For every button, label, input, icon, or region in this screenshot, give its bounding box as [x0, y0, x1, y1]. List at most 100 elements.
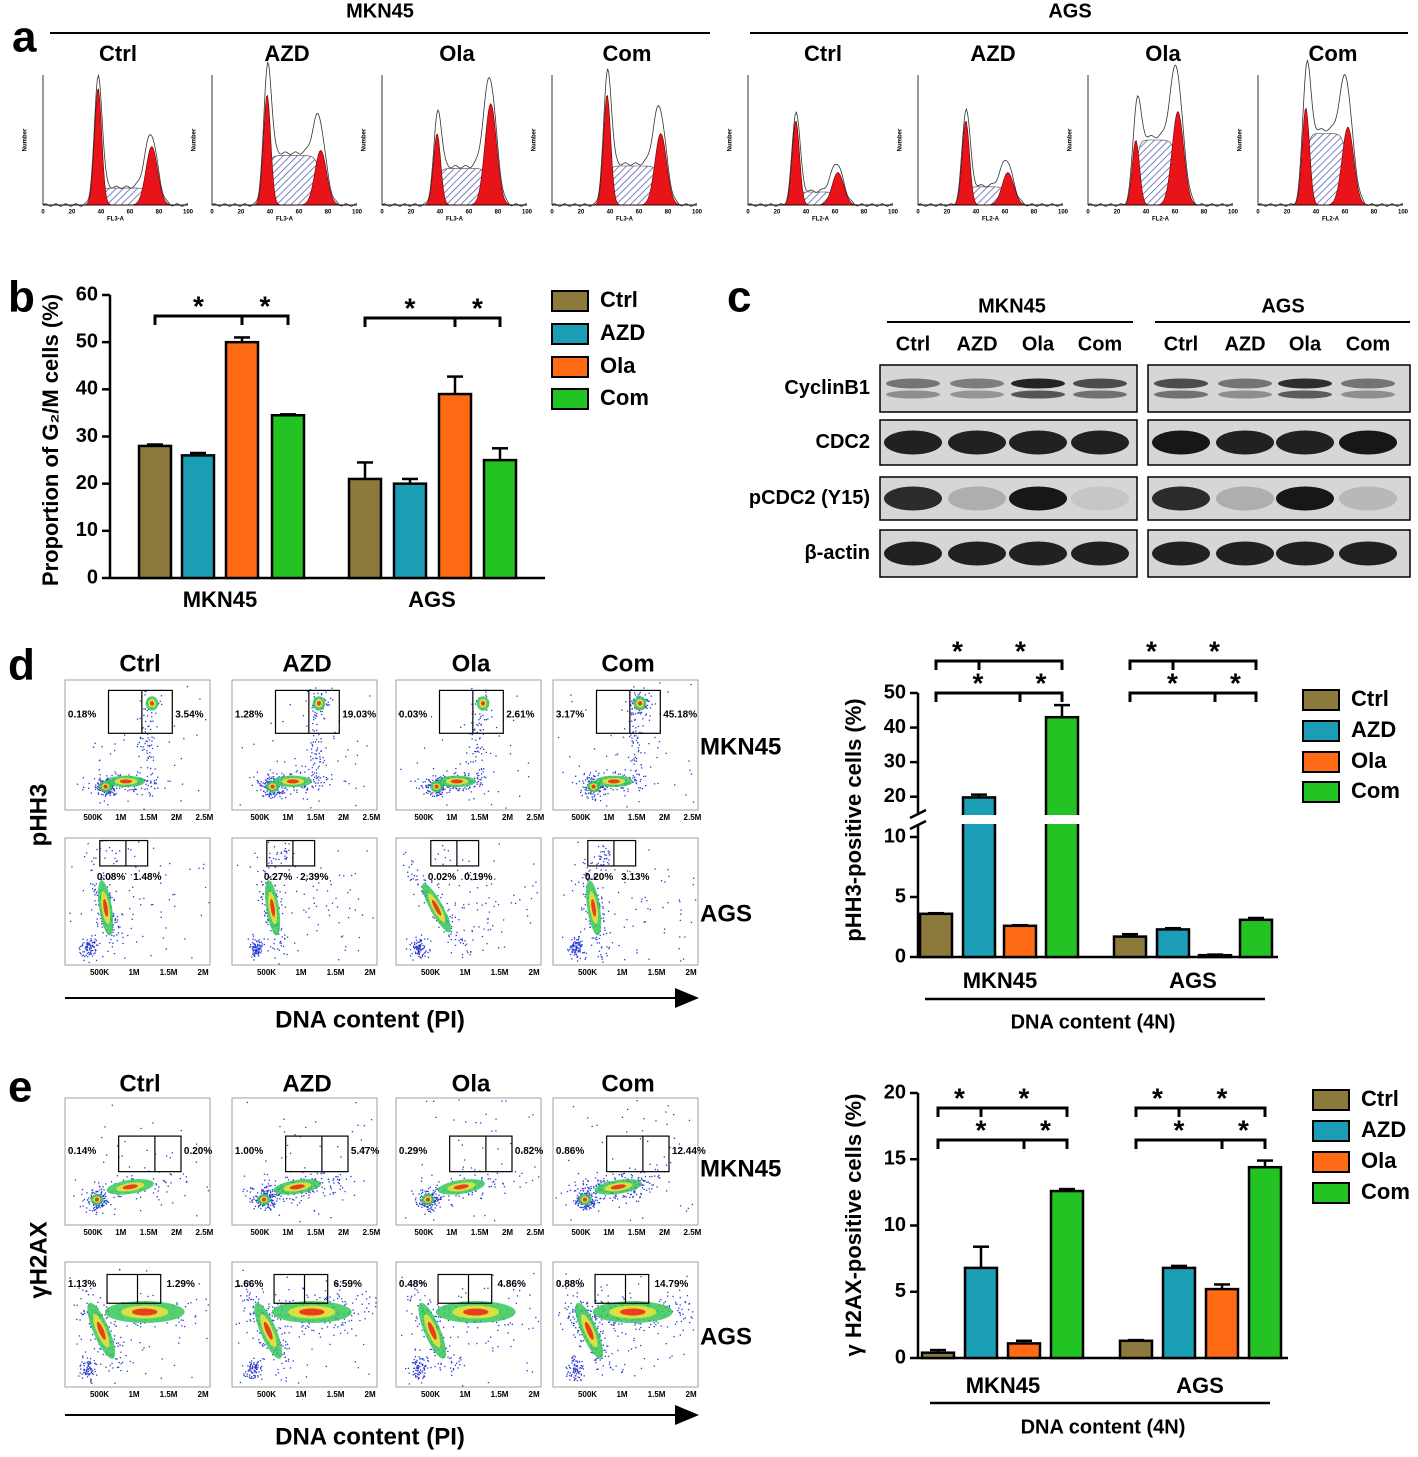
cell-dot: [435, 779, 437, 781]
histogram-tick-label: 40: [437, 210, 444, 216]
cell-dot: [263, 790, 265, 792]
cell-dot: [580, 789, 582, 792]
cell-dot: [465, 788, 468, 790]
cell-dot: [679, 919, 681, 921]
cell-dot: [631, 707, 633, 710]
cell-dot: [631, 714, 633, 716]
cell-dot: [419, 956, 422, 958]
cell-dot: [595, 770, 597, 772]
cell-dot: [184, 938, 186, 940]
cell-dot: [578, 765, 580, 767]
histogram-x-label: FL2-A: [982, 217, 1000, 223]
cell-dot: [164, 787, 166, 789]
cell-dot: [592, 1199, 594, 1201]
cell-dot: [276, 793, 278, 796]
cell-dot: [95, 944, 98, 946]
cell-dot: [584, 858, 586, 861]
cell-dot: [451, 1180, 453, 1182]
cell-dot: [481, 1176, 483, 1179]
cell-dot: [317, 789, 319, 791]
cell-dot: [471, 1191, 473, 1194]
cell-dot: [585, 1205, 587, 1207]
cell-dot: [154, 782, 156, 784]
cell-dot: [422, 948, 424, 950]
cell-dot: [432, 1194, 434, 1196]
cell-dot: [476, 700, 478, 702]
cell-dot: [660, 880, 663, 882]
cell-dot: [140, 766, 142, 769]
histogram-y-label: Number: [1238, 128, 1244, 151]
cell-dot: [618, 1174, 620, 1176]
cell-dot: [102, 1212, 104, 1214]
cell-dot: [321, 785, 324, 787]
cell-dot: [277, 791, 279, 794]
cell-dot: [136, 941, 138, 943]
cell-dot: [487, 922, 489, 924]
cell-dot: [91, 935, 93, 937]
cell-dot: [455, 787, 457, 790]
cell-dot: [630, 1174, 633, 1176]
cell-dot: [94, 934, 96, 936]
cell-dot: [109, 897, 111, 899]
cell-dot: [139, 700, 142, 702]
cell-dot: [425, 1206, 428, 1208]
histogram-tick-label: 60: [636, 210, 643, 216]
cell-dot: [79, 945, 82, 948]
cell-dot: [203, 863, 205, 866]
cell-dot: [265, 787, 267, 789]
cell-dot: [271, 1189, 274, 1191]
cell-dot: [152, 1122, 154, 1124]
cell-dot: [113, 913, 115, 915]
cell-dot: [319, 710, 322, 713]
cell-dot: [144, 728, 147, 730]
cell-dot: [112, 788, 115, 791]
cell-dot: [583, 1192, 586, 1195]
cell-dot: [657, 1176, 659, 1178]
cell-dot: [573, 943, 575, 945]
cell-dot: [109, 791, 111, 793]
flow-tick-label: 2M: [365, 968, 376, 977]
cell-dot: [279, 891, 281, 893]
cell-dot: [438, 926, 440, 929]
cell-dot: [486, 943, 488, 945]
cell-dot: [83, 942, 85, 944]
cell-dot: [337, 1176, 339, 1178]
cell-dot: [519, 1175, 521, 1177]
cell-dot: [600, 864, 602, 866]
cell-dot: [316, 930, 318, 932]
cell-dot: [577, 1203, 579, 1205]
cell-dot: [575, 946, 577, 948]
cell-dot: [463, 929, 465, 932]
cell-dot: [318, 1213, 320, 1215]
cell-dot: [150, 780, 152, 782]
cell-dot: [629, 1219, 632, 1221]
cell-dot: [94, 742, 96, 744]
cell-dot: [497, 1148, 499, 1150]
cell-dot: [495, 755, 497, 757]
flow-plot-frame: [395, 837, 542, 966]
cell-dot: [134, 789, 136, 791]
cell-dot: [145, 690, 147, 692]
cell-dot: [315, 757, 317, 759]
density-core: [149, 701, 155, 706]
cell-dot: [503, 919, 505, 921]
cell-dot: [479, 729, 481, 731]
cell-dot: [273, 846, 276, 848]
cell-dot: [333, 1182, 335, 1184]
cell-dot: [578, 936, 580, 938]
cell-dot: [488, 897, 490, 899]
cell-dot: [656, 1164, 658, 1166]
cell-dot: [106, 886, 109, 888]
cell-dot: [424, 951, 426, 953]
cell-dot: [83, 1309, 85, 1312]
cell-dot: [114, 1382, 116, 1384]
cell-dot: [418, 1193, 420, 1195]
cell-dot: [114, 1346, 116, 1348]
cell-dot: [653, 783, 656, 785]
cell-dot: [295, 764, 297, 767]
cell-dot: [106, 793, 108, 795]
cell-dot: [159, 865, 162, 867]
cell-dot: [121, 932, 123, 934]
cell-dot: [145, 780, 148, 782]
cell-dot: [280, 945, 282, 947]
